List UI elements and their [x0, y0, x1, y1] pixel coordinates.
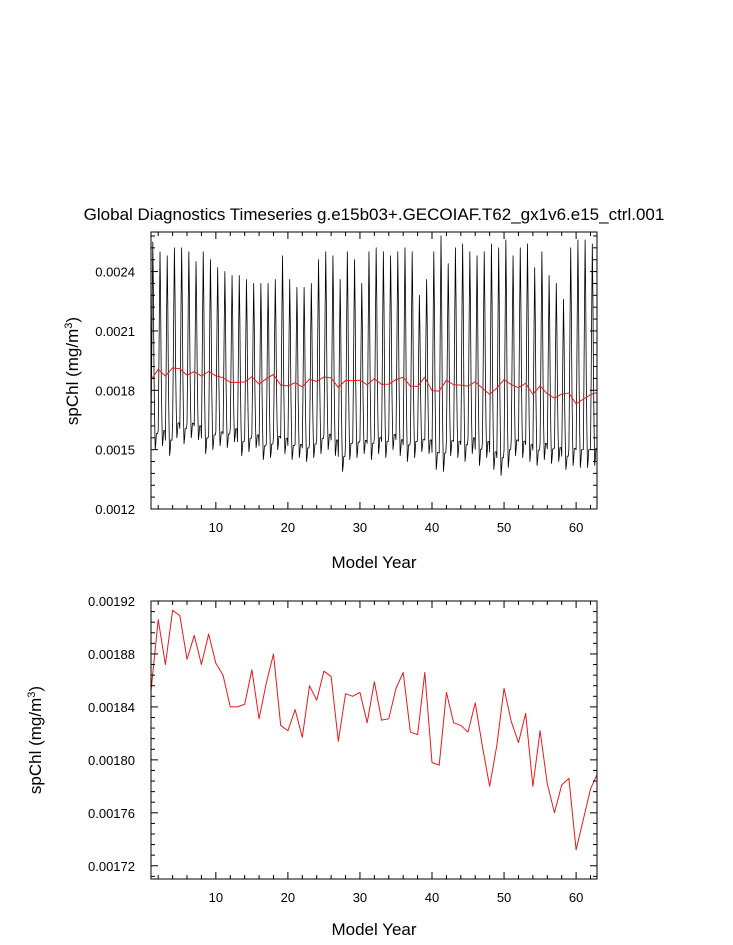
- y-tick-label: 0.0024: [95, 265, 135, 280]
- x-axis: 10 20 30 40 50 60: [157, 232, 592, 535]
- x-tick-label: 10: [209, 520, 223, 535]
- plot-area: [151, 235, 597, 476]
- top-panel: 10 20 30 40 50 600.00120.00150.00180.00210.00…: [63, 231, 598, 572]
- bottom-panel: 10 20 30 40 50 60 0.00172 0.00176 0.00180 0.00184…: [26, 594, 598, 939]
- x-tick-label: 40: [425, 890, 439, 905]
- x-tick-label: 50: [497, 890, 511, 905]
- y-tick-label: 0.0021: [95, 324, 135, 339]
- y-tick-label: 0.00180: [88, 753, 135, 768]
- x-axis-label: Model Year: [331, 553, 416, 572]
- y-tick-label: 0.00176: [88, 806, 135, 821]
- x-tick-label: 20: [281, 520, 295, 535]
- x-tick-label: 50: [497, 520, 511, 535]
- x-axis: 10 20 30 40 50 60: [157, 601, 592, 905]
- x-tick-label: 30: [353, 890, 367, 905]
- plot-area: [151, 609, 597, 851]
- y-axis-label: spChl (mg/m3): [26, 686, 45, 794]
- x-tick-label: 40: [425, 520, 439, 535]
- y-tick-label: 0.00184: [88, 700, 135, 715]
- y-tick-label: 0.00192: [88, 594, 135, 609]
- y-tick-label: 0.0012: [95, 502, 135, 517]
- x-tick-label: 60: [569, 520, 583, 535]
- monthly-series-line: [151, 235, 597, 476]
- y-tick-label: 0.00188: [88, 647, 135, 662]
- x-tick-label: 20: [281, 890, 295, 905]
- annual-mean-series-line: [151, 367, 597, 405]
- x-tick-label: 30: [353, 520, 367, 535]
- x-axis-label: Model Year: [331, 920, 416, 939]
- y-tick-label: 0.0018: [95, 383, 135, 398]
- y-axis-label: spChl (mg/m3): [63, 317, 82, 425]
- y-axis: 0.00172 0.00176 0.00180 0.00184 0.00188 0.001…: [88, 594, 597, 877]
- y-axis: 0.0012 0.0015 0.0018 0.0021 0.0024: [95, 235, 597, 517]
- x-tick-label: 10: [209, 890, 223, 905]
- chart-title: Global Diagnostics Timeseries g.e15b03+.…: [84, 205, 665, 224]
- annual-mean-series-line: [151, 609, 597, 851]
- x-tick-label: 60: [569, 890, 583, 905]
- y-tick-label: 0.0015: [95, 443, 135, 458]
- y-tick-label: 0.00172: [88, 859, 135, 874]
